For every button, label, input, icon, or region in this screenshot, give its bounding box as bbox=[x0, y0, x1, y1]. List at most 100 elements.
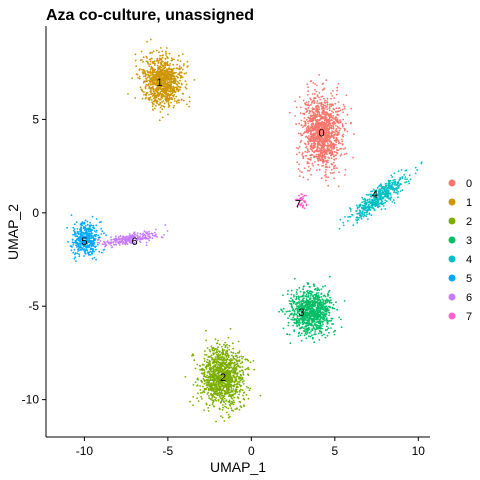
point bbox=[328, 300, 331, 303]
point bbox=[305, 101, 308, 104]
point bbox=[141, 90, 144, 93]
point bbox=[213, 383, 215, 386]
point bbox=[182, 68, 184, 71]
point bbox=[311, 318, 314, 321]
point bbox=[233, 366, 235, 368]
point bbox=[220, 376, 223, 379]
point bbox=[157, 77, 160, 79]
point bbox=[206, 374, 209, 377]
point bbox=[387, 179, 390, 182]
point bbox=[233, 373, 236, 375]
point bbox=[168, 70, 171, 73]
point bbox=[336, 89, 339, 92]
point bbox=[284, 313, 286, 315]
point bbox=[318, 320, 321, 323]
point bbox=[326, 125, 329, 128]
point bbox=[391, 201, 394, 203]
point bbox=[178, 54, 180, 57]
point bbox=[405, 181, 408, 183]
point bbox=[293, 295, 295, 298]
point bbox=[345, 94, 348, 96]
point bbox=[207, 376, 210, 379]
point bbox=[317, 159, 320, 162]
point bbox=[164, 66, 167, 69]
point bbox=[324, 119, 327, 121]
point bbox=[314, 328, 316, 331]
point bbox=[239, 405, 242, 407]
point bbox=[305, 154, 308, 157]
point bbox=[317, 292, 320, 294]
point bbox=[230, 383, 232, 386]
point bbox=[392, 187, 394, 189]
point bbox=[242, 373, 245, 376]
point bbox=[217, 375, 220, 378]
point bbox=[159, 90, 162, 93]
point bbox=[305, 111, 308, 113]
point bbox=[333, 139, 336, 142]
point bbox=[322, 127, 324, 130]
point bbox=[292, 294, 295, 296]
point bbox=[361, 204, 364, 207]
point bbox=[222, 374, 225, 377]
point bbox=[312, 324, 315, 327]
point bbox=[219, 351, 221, 353]
point bbox=[327, 320, 330, 323]
point bbox=[396, 189, 398, 192]
point bbox=[93, 230, 96, 232]
point bbox=[310, 173, 312, 176]
point bbox=[316, 327, 319, 329]
point bbox=[259, 394, 262, 397]
point bbox=[161, 50, 164, 53]
point bbox=[154, 98, 157, 101]
point bbox=[333, 151, 336, 153]
point bbox=[87, 227, 89, 230]
point bbox=[183, 72, 186, 75]
point bbox=[242, 383, 245, 385]
point bbox=[210, 356, 213, 359]
point bbox=[157, 67, 160, 70]
point bbox=[202, 368, 205, 371]
point bbox=[299, 112, 302, 114]
point bbox=[301, 326, 303, 329]
point bbox=[331, 122, 334, 124]
point bbox=[324, 144, 326, 147]
point bbox=[313, 305, 316, 308]
point bbox=[219, 388, 222, 391]
point bbox=[373, 209, 376, 211]
point bbox=[295, 305, 298, 307]
point bbox=[341, 135, 344, 137]
point bbox=[323, 333, 325, 336]
point bbox=[178, 99, 180, 102]
point bbox=[299, 303, 301, 306]
point bbox=[308, 304, 311, 306]
point bbox=[242, 371, 245, 374]
point bbox=[304, 311, 307, 313]
point bbox=[342, 148, 345, 151]
point bbox=[307, 86, 309, 88]
point bbox=[244, 368, 247, 371]
point bbox=[323, 113, 326, 116]
point bbox=[311, 125, 314, 128]
point bbox=[296, 317, 299, 320]
point bbox=[316, 157, 319, 160]
point bbox=[150, 67, 153, 69]
point bbox=[88, 224, 91, 227]
point bbox=[227, 366, 230, 368]
point bbox=[240, 355, 243, 358]
point bbox=[404, 181, 406, 184]
point bbox=[338, 227, 341, 230]
point bbox=[289, 342, 292, 345]
point bbox=[301, 298, 304, 301]
point bbox=[221, 373, 224, 376]
point bbox=[167, 84, 170, 87]
point bbox=[151, 51, 154, 54]
point bbox=[148, 65, 151, 67]
point bbox=[396, 183, 399, 186]
point bbox=[241, 381, 244, 383]
point bbox=[297, 132, 300, 135]
point bbox=[321, 298, 324, 301]
point bbox=[308, 335, 310, 338]
point bbox=[238, 409, 241, 411]
point bbox=[296, 288, 298, 291]
point bbox=[100, 233, 103, 235]
